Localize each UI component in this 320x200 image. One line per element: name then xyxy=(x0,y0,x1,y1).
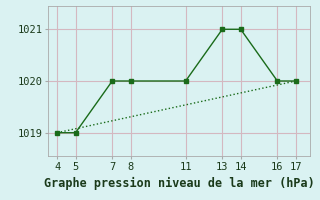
X-axis label: Graphe pression niveau de la mer (hPa): Graphe pression niveau de la mer (hPa) xyxy=(44,177,315,190)
